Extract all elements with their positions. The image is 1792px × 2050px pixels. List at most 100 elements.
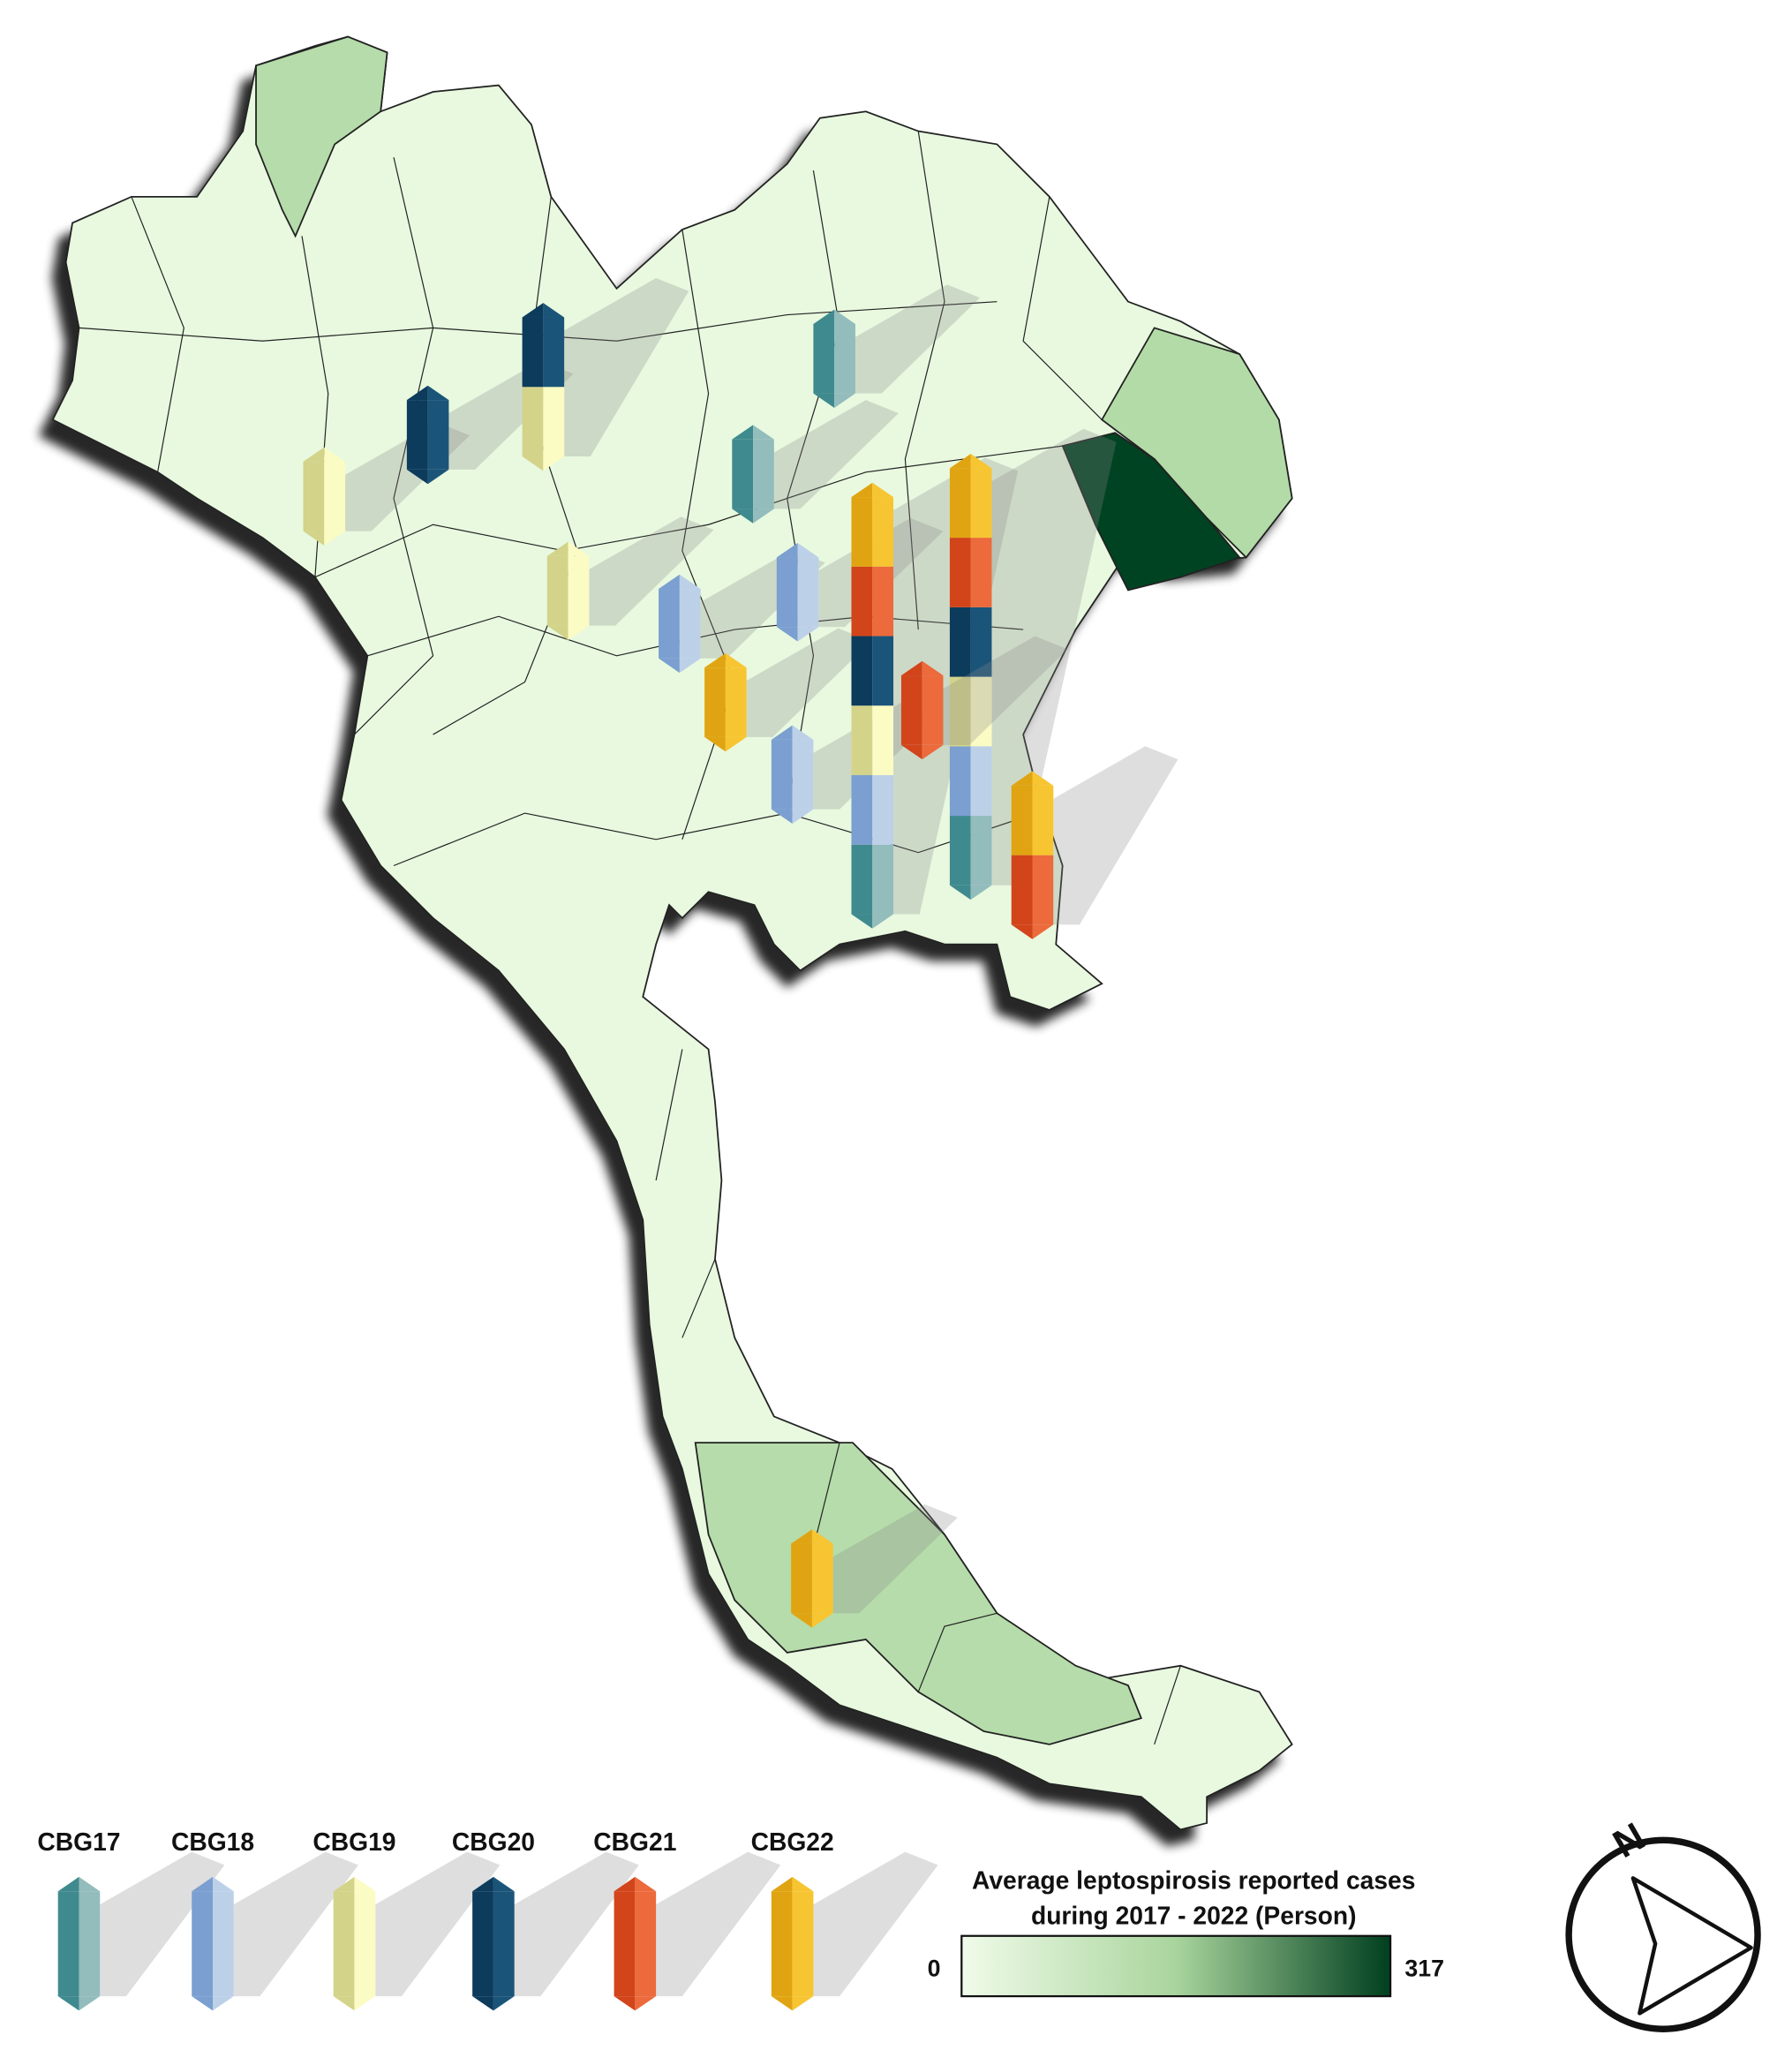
legend-label: CBG19 [312,1828,395,1856]
prism-cap [333,1876,355,1892]
prism-segment [522,387,544,456]
prism-segment [791,1543,812,1614]
prism-segment [776,557,798,628]
prism-segment [811,1543,833,1614]
prism-segment [922,675,944,745]
prism-shadow [991,428,1117,886]
prism-cap [57,1876,79,1892]
prism-cap [522,303,544,318]
prism-layer [303,277,1178,1628]
colorbar-title: Average leptospirosis reported cases [972,1865,1415,1894]
north-arrow: N [1565,1815,1761,2032]
prism-shadow [943,636,1068,745]
prism-cap [792,725,814,740]
prism-segment [949,746,971,817]
prism-base [771,809,793,824]
prism-cap [354,1876,376,1892]
colorbar-max: 317 [1404,1955,1444,1981]
prism-base [797,627,819,642]
prism-base [792,809,814,824]
prism-segment [406,400,428,470]
prism-segment [1011,855,1033,925]
prism-segment [851,497,873,567]
prism-base [333,1996,355,2011]
prism-segment [57,1891,79,1997]
prism-segment [872,497,894,567]
prism-segment [725,667,747,737]
prism-segment [324,461,346,531]
prism-cap [79,1876,101,1892]
prism-shadow [832,1504,958,1614]
prism-base [792,1996,814,2011]
prism-base [354,1996,376,2011]
prism-cap [406,385,428,401]
prism-segment [493,1891,515,1997]
prism-segment [970,538,992,607]
prism-segment [771,739,793,810]
prism-segment [949,607,971,677]
colorbar-gradient [960,1934,1392,1998]
north-pointer [1630,1876,1753,2016]
prism-cap [791,1529,812,1544]
prism-segment [949,538,971,607]
prism-segment [472,1891,493,1997]
prism-segment [851,705,873,775]
prism-segment [949,676,971,747]
prism-segment [949,816,971,886]
prism-segment [568,555,590,626]
prism-segment [543,387,565,456]
prism-cap [725,652,747,668]
prism-segment [732,439,754,509]
prism-segment [851,566,873,637]
prism-base [79,1996,101,2011]
prism-segment [970,676,992,747]
legend-label: CBG20 [452,1828,535,1856]
prism-segment [872,705,894,775]
north-label: N [1606,1815,1652,1867]
legend-label: CBG18 [171,1828,254,1856]
prism-segment [427,400,449,470]
prism-cap [753,425,774,440]
prism-shadow [773,400,899,509]
prism-segment [949,468,971,539]
prism-segment [303,461,325,531]
prism-shadow [514,1851,639,1997]
prism-shadow [1053,746,1178,925]
prism-segment [213,1891,234,1997]
prism-segment [872,636,894,706]
prism-segment [970,468,992,539]
north-circle [1565,1836,1761,2032]
prism-segment [872,566,894,637]
prism-cap [900,660,922,676]
legend: CBG17 CBG18 CBG19 CBG20 CBG21 CBG22 [37,1828,938,2011]
prism-segment [614,1891,636,1997]
prism-segment [970,746,992,817]
prism-cap [427,385,449,401]
prism-base [725,736,747,752]
prism-cap [732,425,754,440]
prism-segment [797,557,819,628]
prism-shadow [855,284,981,394]
prism-cap [635,1876,657,1892]
prism-base [472,1996,493,2011]
colorbar-title: during 2017 - 2022 (Person) [1031,1901,1357,1929]
prism-segment [900,675,922,745]
prism-cap [797,543,819,558]
prism-segment [1032,785,1054,855]
prism-segment [834,323,855,394]
prism-segment [753,439,774,509]
prism-base [493,1996,515,2011]
prism-cap [922,660,944,676]
prism-segment [970,816,992,886]
prism-shadow [746,628,871,737]
prism-shadow [656,1851,781,1997]
province-north [255,35,388,238]
prism-segment [354,1891,376,1997]
province-south [694,1442,1143,1745]
prism-base [546,625,568,640]
legend-label: CBG21 [593,1828,676,1856]
prism-base [949,885,971,901]
prism-base [776,627,798,642]
prism-segment [333,1891,355,1997]
